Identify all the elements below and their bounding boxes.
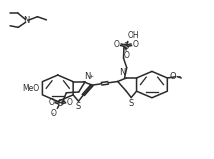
Text: MeO: MeO — [22, 84, 39, 93]
Text: N: N — [85, 72, 91, 81]
Text: O: O — [50, 109, 56, 118]
Text: S: S — [123, 42, 129, 51]
Text: O: O — [169, 72, 176, 81]
Text: S: S — [129, 99, 134, 108]
Text: N: N — [119, 68, 125, 77]
Text: O: O — [66, 98, 72, 107]
Text: S: S — [76, 102, 81, 111]
Text: O: O — [114, 40, 120, 49]
Text: +: + — [89, 74, 94, 79]
Text: OH: OH — [127, 31, 139, 40]
Text: O: O — [132, 40, 138, 49]
Text: -: - — [52, 110, 54, 116]
Text: O: O — [123, 51, 129, 60]
Text: S: S — [58, 99, 63, 108]
Text: O: O — [48, 98, 54, 107]
Text: -: - — [178, 72, 181, 81]
Text: N: N — [24, 16, 30, 25]
